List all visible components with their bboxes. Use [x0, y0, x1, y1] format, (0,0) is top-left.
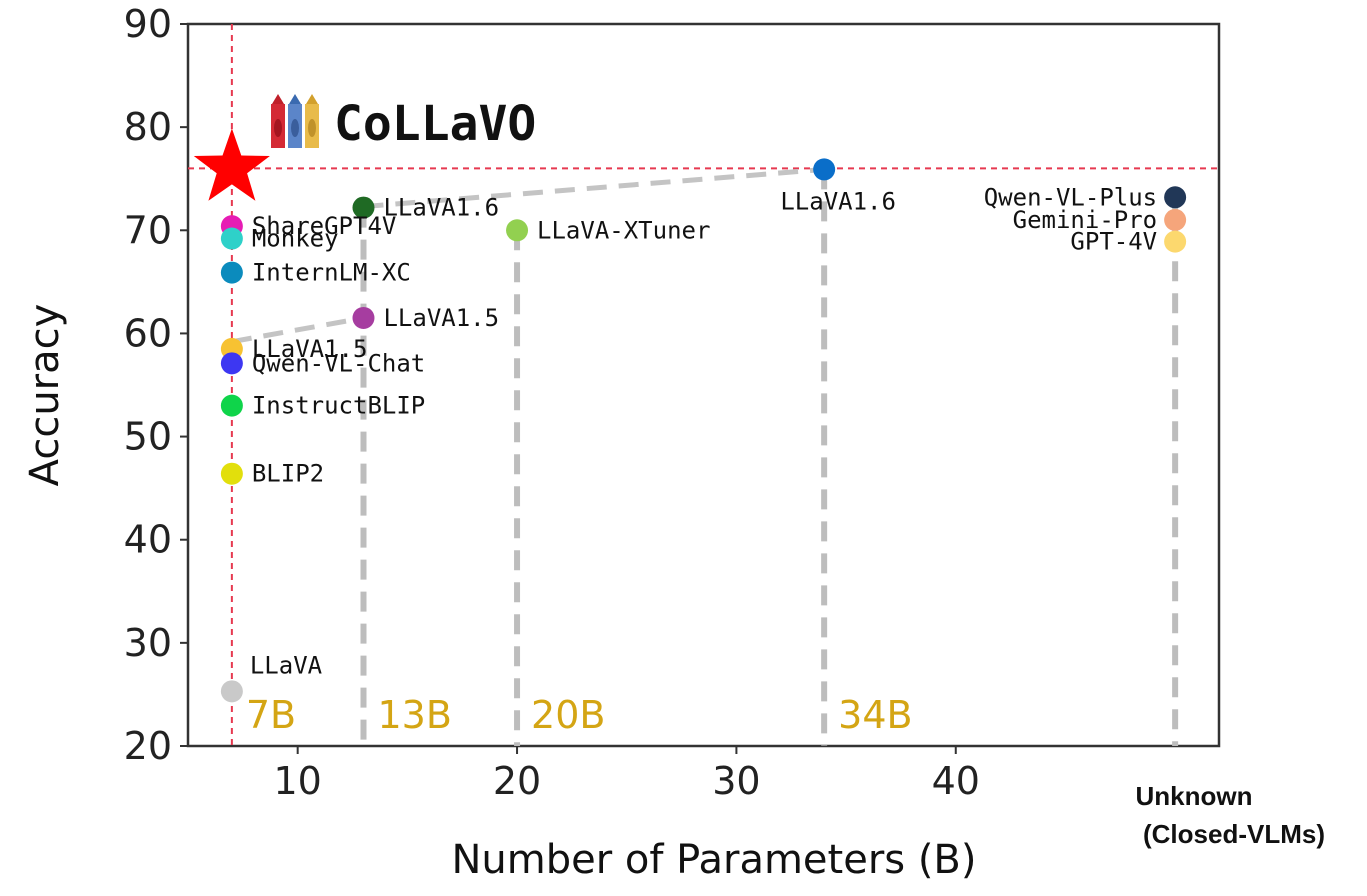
- y-tick-label: 20: [124, 724, 172, 768]
- point-label: LLaVA1.6: [780, 187, 896, 215]
- point-label: LLaVA-XTuner: [537, 216, 710, 244]
- point-label: InternLM-XC: [252, 259, 411, 287]
- data-point-llava-xtuner: [506, 219, 529, 242]
- size-label-34b: 34B: [838, 693, 912, 737]
- x-tick-label: 10: [274, 759, 322, 803]
- x-tick-label: 30: [712, 759, 760, 803]
- point-label: LLaVA1.6: [383, 194, 499, 222]
- trend-line-0: [363, 166, 825, 210]
- data-point-llava1-6: [813, 158, 836, 181]
- collavo-brand-label: CoLLaVO: [334, 96, 536, 152]
- y-tick-label: 90: [124, 2, 172, 46]
- crayon-logo-icon: [271, 94, 319, 148]
- point-label: ShareGPT4V: [252, 212, 397, 240]
- point-label: InstructBLIP: [252, 392, 425, 420]
- y-tick-label: 40: [124, 518, 172, 562]
- x-axis-title: Number of Parameters (B): [452, 837, 977, 883]
- point-label: GPT-4V: [1070, 228, 1157, 256]
- point-label: Qwen-VL-Chat: [252, 349, 425, 377]
- data-point-instructblip: [220, 394, 243, 417]
- point-label: Monkey: [252, 225, 339, 253]
- reference-lines-layer: [188, 24, 1219, 746]
- y-tick-label: 30: [124, 621, 172, 665]
- point-label: Qwen-VL-Plus: [984, 183, 1157, 211]
- plot-area-frame: [186, 22, 1221, 748]
- data-point-qwen-vl-chat: [220, 352, 243, 375]
- point-label: LLaVA1.5: [252, 335, 368, 363]
- data-point-llava1-6: [352, 196, 375, 219]
- data-point-internlm-xc: [220, 261, 243, 284]
- data-point-llava: [220, 680, 243, 703]
- size-label-20b: 20B: [531, 693, 605, 737]
- trend-line-1: [231, 315, 364, 345]
- size-label-13b: 13B: [377, 693, 451, 737]
- trend-lines-layer: [231, 166, 825, 345]
- y-axis-title: Accuracy: [22, 304, 68, 487]
- data-point-gemini-pro: [1164, 208, 1187, 231]
- collavo-star-marker: [193, 128, 270, 201]
- y-tick-label: 60: [124, 311, 172, 355]
- data-point-gpt-4v: [1164, 230, 1187, 253]
- data-point-qwen-vl-plus: [1164, 186, 1187, 209]
- data-point-llava1-5: [352, 306, 375, 329]
- size-label-7b: 7B: [246, 693, 296, 737]
- point-label: Gemini-Pro: [1013, 206, 1158, 234]
- data-point-blip2: [220, 462, 243, 485]
- unknown-tick-label-line1: Unknown: [1136, 781, 1253, 811]
- y-tick-label: 80: [124, 105, 172, 149]
- y-tick-label: 70: [124, 208, 172, 252]
- data-points-layer: [193, 128, 1187, 703]
- point-label: BLIP2: [252, 460, 324, 488]
- point-label: LLaVA1.5: [383, 304, 499, 332]
- unknown-tick-label-line2: (Closed-VLMs): [1143, 819, 1325, 849]
- axis-ticks-layer: 10 20 30 40 20 30 40 50 60 70 80 90: [124, 2, 980, 803]
- point-label: LLaVA: [250, 651, 323, 679]
- x-tick-label: 40: [932, 759, 980, 803]
- y-tick-label: 50: [124, 415, 172, 459]
- data-point-monkey: [220, 227, 243, 250]
- x-tick-label: 20: [493, 759, 541, 803]
